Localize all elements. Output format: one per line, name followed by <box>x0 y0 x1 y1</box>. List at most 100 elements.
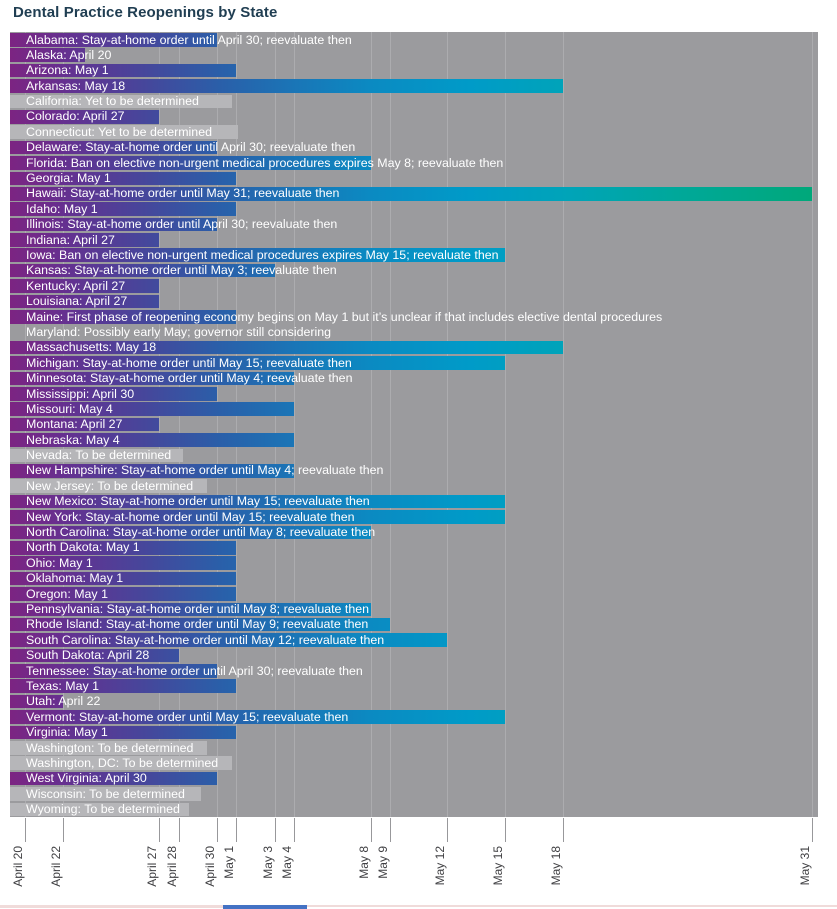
state-label: New York: Stay-at-home order until May 1… <box>26 509 355 524</box>
state-row: Arkansas: May 18 <box>10 78 818 93</box>
state-label: Kentucky: April 27 <box>26 278 126 293</box>
gridline <box>178 32 180 817</box>
state-label: Minnesota: Stay-at-home order until May … <box>26 371 353 386</box>
gridline <box>274 32 276 817</box>
x-axis: April 20 April 22 April 27 April 28 April 30… <box>0 817 837 905</box>
state-bar-tbd <box>10 125 238 139</box>
state-row: Vermont: Stay-at-home order until May 15… <box>10 709 818 724</box>
state-row: New Mexico: Stay-at-home order until May… <box>10 494 818 509</box>
state-row: Hawaii: Stay-at-home order until May 31;… <box>10 186 818 201</box>
state-bar <box>10 48 85 62</box>
state-row: Texas: May 1 <box>10 678 818 694</box>
state-bar <box>10 556 237 570</box>
bottom-edge-strip <box>0 905 837 909</box>
state-label: Texas: May 1 <box>26 678 99 693</box>
state-row: Connecticut: Yet to be determined <box>10 124 818 139</box>
state-bar-tbd <box>10 756 232 771</box>
state-row: Massachusetts: May 18 <box>10 340 818 355</box>
state-bar <box>10 310 237 324</box>
state-row: California: Yet to be determined <box>10 94 818 109</box>
state-row: Oregon: May 1 <box>10 586 818 601</box>
state-label: Idaho: May 1 <box>26 201 98 216</box>
x-axis-tick-label: May 12 <box>433 846 448 886</box>
state-label: Wisconsin: To be determined <box>26 786 185 801</box>
state-bar <box>10 263 275 278</box>
x-axis-tick <box>178 818 180 842</box>
state-row: Indiana: April 27 <box>10 232 818 247</box>
state-bar-tbd <box>10 802 189 817</box>
state-bar <box>10 356 505 370</box>
x-axis-tick-label: April 28 <box>164 846 179 887</box>
state-bar <box>10 710 505 724</box>
state-label: Illinois: Stay-at-home order until April… <box>26 217 338 232</box>
x-axis-tick <box>217 818 218 842</box>
state-row: Arizona: May 1 <box>10 63 818 78</box>
state-bar-tbd <box>10 448 183 463</box>
x-axis-tick-label: April 22 <box>49 846 64 887</box>
state-bar <box>10 402 294 416</box>
state-bar <box>10 279 160 293</box>
state-bar <box>10 587 237 601</box>
state-bar <box>10 248 505 263</box>
state-bar-tbd <box>10 787 202 801</box>
state-row: Virginia: May 1 <box>10 725 818 740</box>
state-label: Wyoming: To be determined <box>26 802 180 817</box>
state-bar <box>10 233 160 247</box>
x-axis-tick-label: May 3 <box>260 846 275 879</box>
state-row: New Jersey: To be determined <box>10 478 818 493</box>
state-label: New Jersey: To be determined <box>26 478 194 493</box>
state-row: Louisiana: April 27 <box>10 294 818 309</box>
state-row: Illinois: Stay-at-home order until April… <box>10 217 818 232</box>
state-label: Montana: April 27 <box>26 417 123 432</box>
state-label: Iowa: Ban on elective non-urgent medical… <box>26 247 499 262</box>
state-label: South Carolina: Stay-at-home order until… <box>26 632 385 647</box>
state-row: Iowa: Ban on elective non-urgent medical… <box>10 247 818 263</box>
state-bar <box>10 617 390 632</box>
x-axis-tick-label: May 4 <box>279 846 294 879</box>
state-label: Oregon: May 1 <box>26 586 108 601</box>
gridline <box>236 32 238 817</box>
state-row: Alaska: April 20 <box>10 47 818 62</box>
state-bar <box>10 494 505 509</box>
state-row: Nebraska: May 4 <box>10 432 818 447</box>
state-label: Michigan: Stay-at-home order until May 1… <box>26 355 352 370</box>
x-axis-tick-label: May 31 <box>798 846 813 886</box>
state-row: Ohio: May 1 <box>10 555 818 570</box>
x-axis-tick <box>63 818 65 842</box>
state-label: Maine: First phase of reopening economy … <box>26 309 663 324</box>
state-bar <box>10 371 294 386</box>
gridline <box>505 32 506 817</box>
state-row: Tennessee: Stay-at-home order until Apri… <box>10 663 818 678</box>
x-axis-tick <box>236 818 238 842</box>
x-axis-tick-label: May 18 <box>548 846 563 886</box>
x-axis-tick <box>812 818 814 842</box>
state-bar <box>10 648 179 663</box>
state-row: Idaho: May 1 <box>10 201 818 216</box>
gridline <box>293 32 295 817</box>
gridline <box>370 32 372 817</box>
state-label: Colorado: April 27 <box>26 109 125 124</box>
state-row: Delaware: Stay-at-home order until April… <box>10 140 818 155</box>
state-bar <box>10 202 237 216</box>
x-axis-tick-label: April 20 <box>11 846 25 887</box>
plot-area: Alabama: Stay-at-home order until April … <box>10 32 818 817</box>
x-axis-tick <box>25 818 26 842</box>
gridline <box>447 32 449 817</box>
gridline <box>812 32 814 817</box>
state-row: Rhode Island: Stay-at-home order until M… <box>10 617 818 632</box>
x-axis-tick <box>274 818 276 842</box>
state-row: Maine: First phase of reopening economy … <box>10 309 818 324</box>
state-label: Florida: Ban on elective non-urgent medi… <box>26 155 504 170</box>
state-row: North Dakota: May 1 <box>10 540 818 555</box>
state-row: West Virginia: April 30 <box>10 771 818 786</box>
state-row: Montana: April 27 <box>10 417 818 432</box>
state-label: West Virginia: April 30 <box>26 771 147 786</box>
state-row: Alabama: Stay-at-home order until April … <box>10 32 818 47</box>
state-bar <box>10 186 813 201</box>
state-label: Vermont: Stay-at-home order until May 15… <box>26 709 349 724</box>
state-row: New Hampshire: Stay-at-home order until … <box>10 463 818 478</box>
state-bar <box>10 33 217 47</box>
state-label: Georgia: May 1 <box>26 171 111 186</box>
state-label: Pennsylvania: Stay-at-home order until M… <box>26 602 369 616</box>
state-label: Missouri: May 4 <box>26 401 113 416</box>
